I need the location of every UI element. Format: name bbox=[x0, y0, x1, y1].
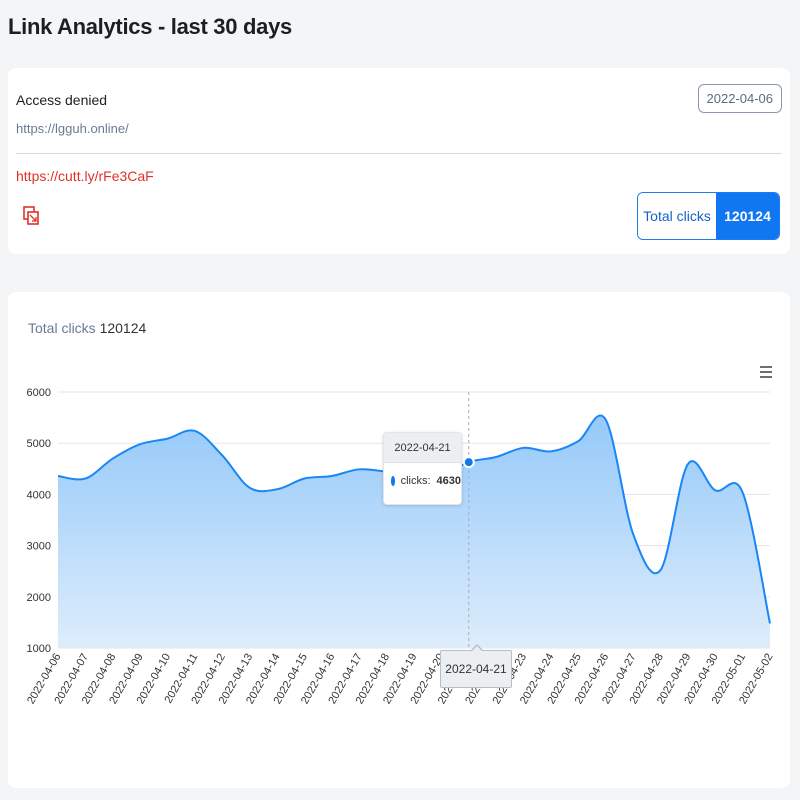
link-card: Access denied https://lgguh.online/ 2022… bbox=[8, 68, 790, 254]
y-tick-label: 6000 bbox=[27, 387, 51, 399]
total-clicks-value: 120124 bbox=[716, 193, 779, 239]
total-clicks-box: Total clicks 120124 bbox=[637, 192, 780, 240]
chart-heading-label: Total clicks bbox=[28, 320, 96, 336]
hamburger-menu-icon[interactable] bbox=[760, 366, 772, 378]
chart-card: Total clicks 120124 1000 2000 3000 4000 5000… bbox=[8, 292, 790, 788]
copy-icon[interactable] bbox=[22, 204, 40, 228]
long-url-link[interactable]: https://lgguh.online/ bbox=[16, 121, 129, 136]
divider bbox=[16, 153, 782, 154]
tooltip-value: 4630 bbox=[436, 475, 461, 487]
y-tick-label: 1000 bbox=[27, 643, 51, 655]
link-title: Access denied bbox=[16, 92, 108, 108]
short-url-link[interactable]: https://cutt.ly/rFe3CaF bbox=[16, 168, 154, 184]
y-tick-label: 2000 bbox=[27, 592, 51, 604]
y-tick-label: 5000 bbox=[27, 438, 51, 450]
date-badge: 2022-04-06 bbox=[697, 84, 782, 113]
y-tick-label: 3000 bbox=[27, 541, 51, 553]
tooltip-date: 2022-04-21 bbox=[384, 433, 461, 463]
tooltip-series-label: clicks: bbox=[400, 475, 431, 487]
x-axis-tooltip: 2022-04-21 bbox=[440, 644, 512, 688]
total-clicks-label: Total clicks bbox=[638, 193, 716, 239]
chart-heading-value: 120124 bbox=[99, 320, 147, 336]
data-point[interactable] bbox=[462, 456, 475, 469]
chart-heading: Total clicks 120124 bbox=[28, 320, 146, 336]
page-title: Link Analytics - last 30 days bbox=[8, 14, 292, 39]
series-color-dot bbox=[391, 476, 395, 486]
y-tick-label: 4000 bbox=[27, 489, 51, 501]
chart-tooltip: 2022-04-21 clicks: 4630 bbox=[383, 432, 462, 505]
